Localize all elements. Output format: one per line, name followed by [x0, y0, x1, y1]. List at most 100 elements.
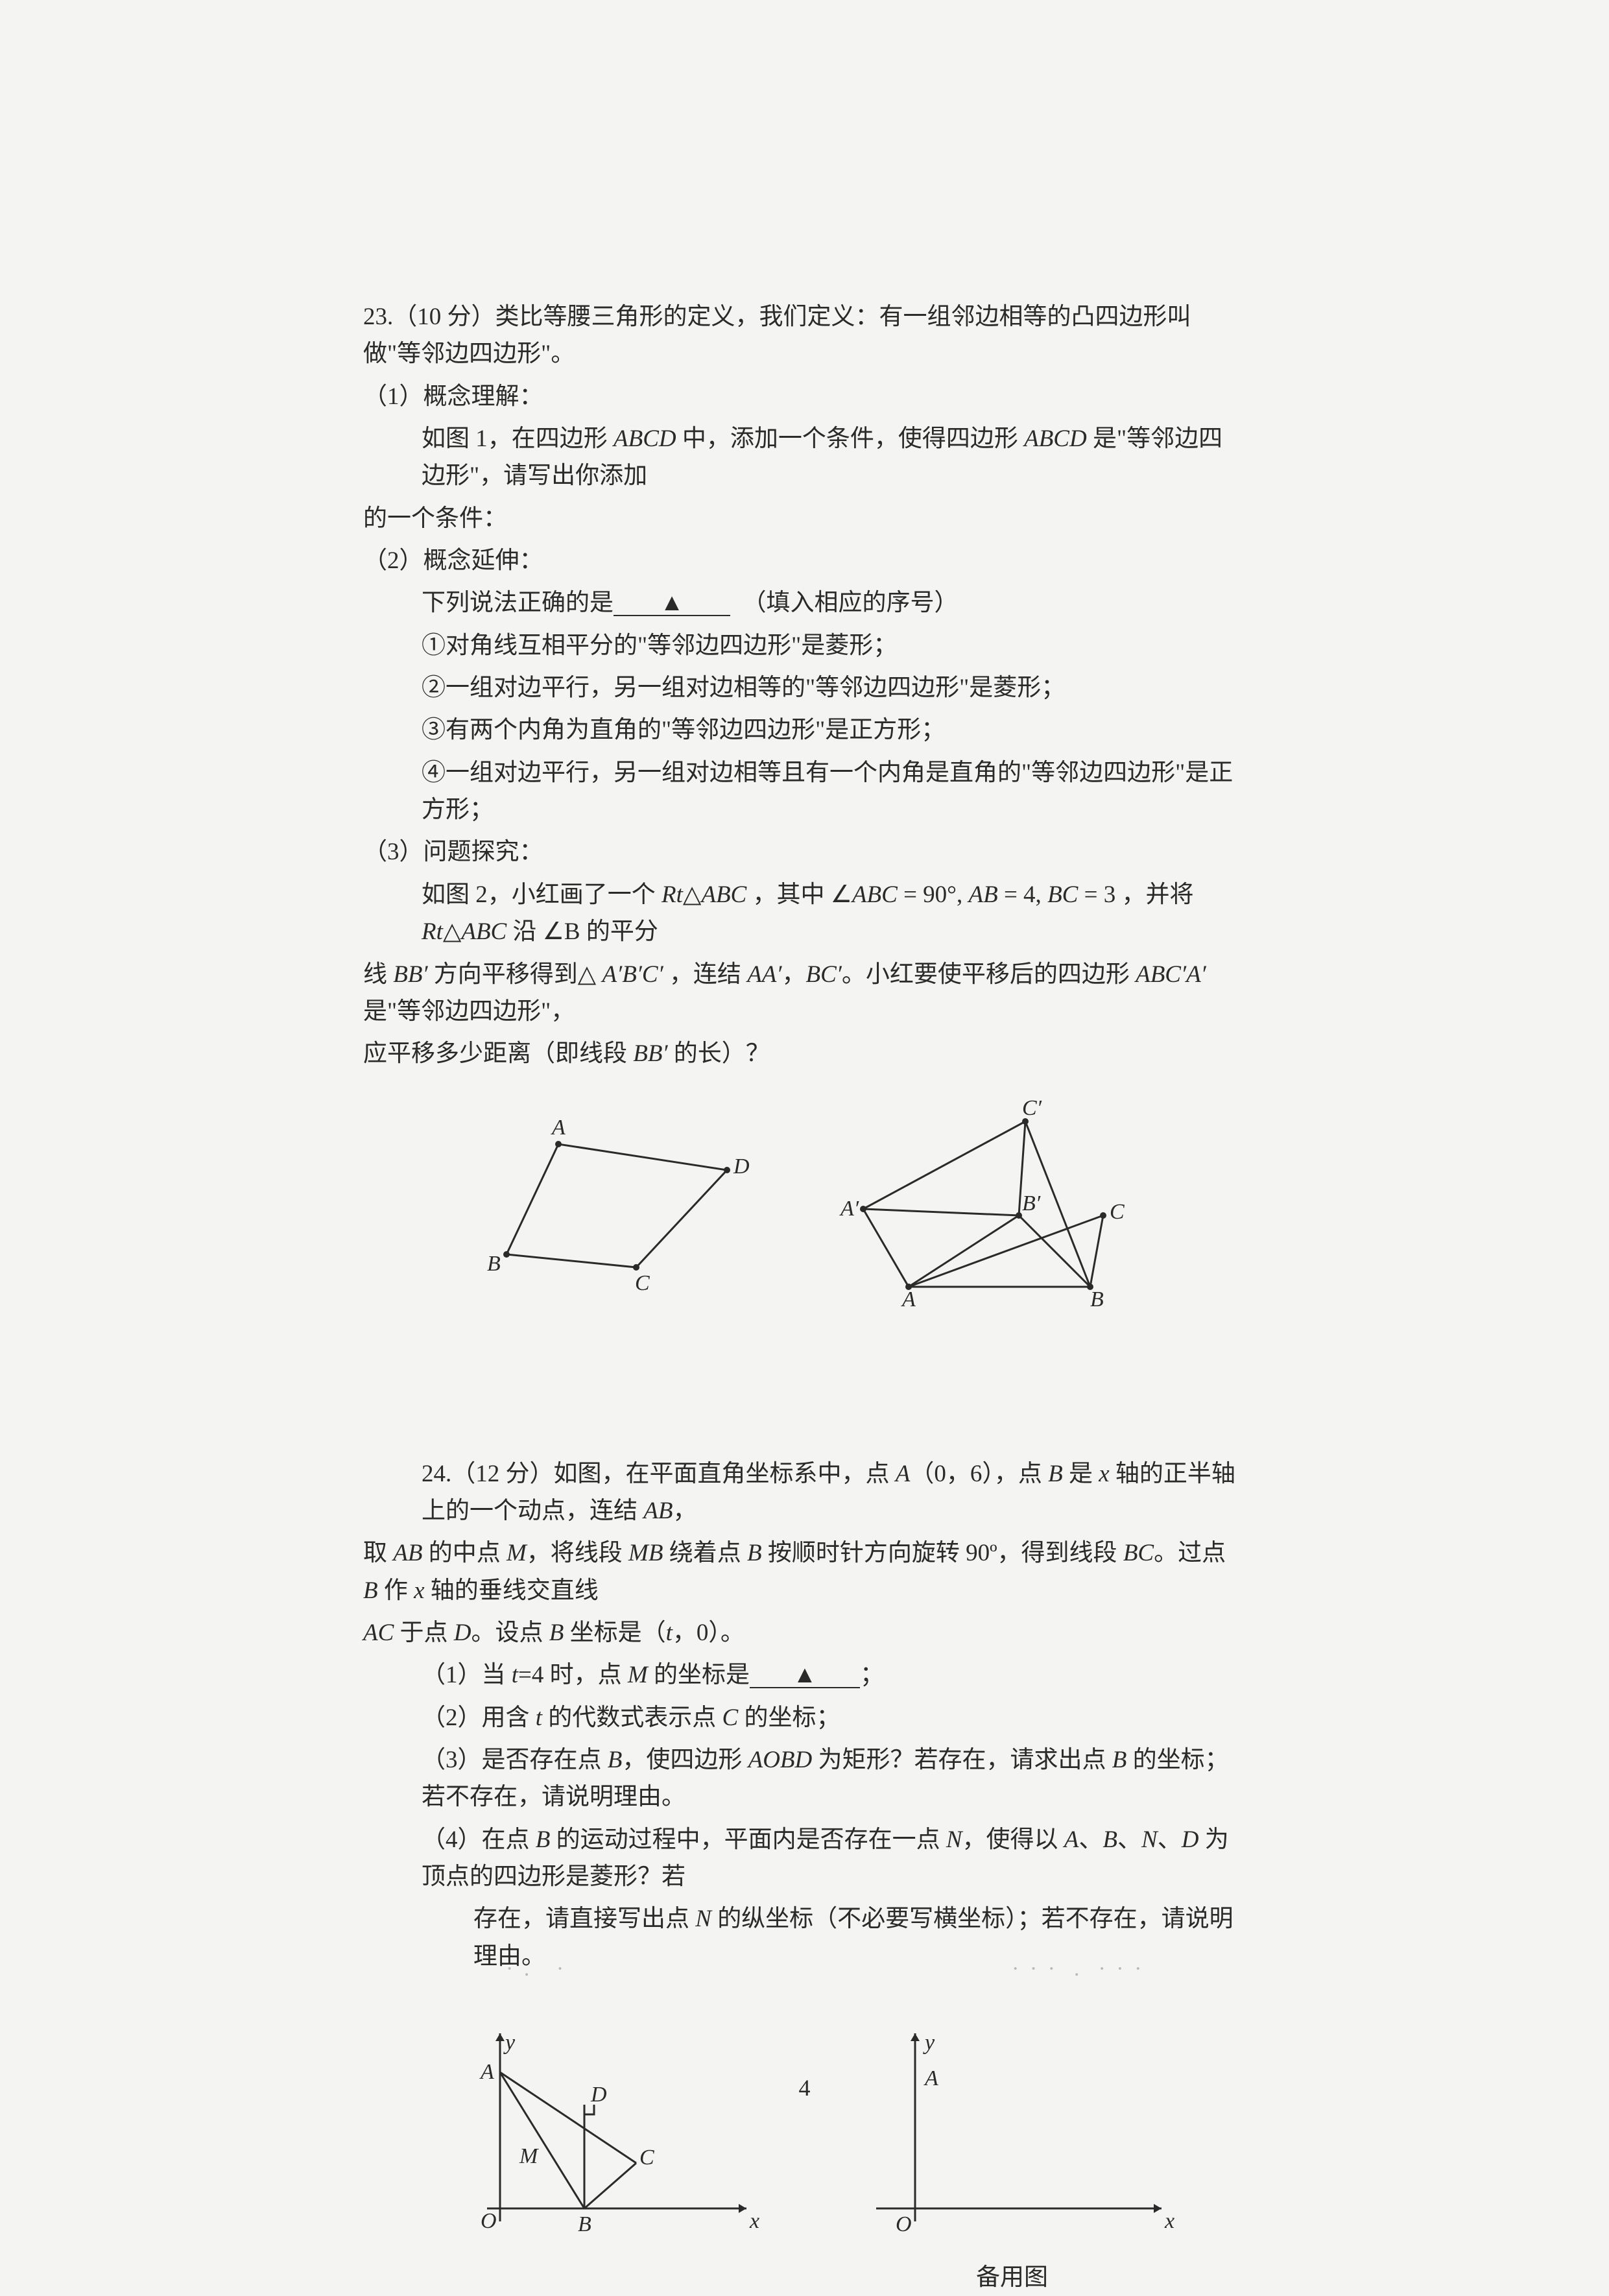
aa: AA′	[747, 961, 781, 988]
scan-noise: · · · . · · ·	[1012, 1952, 1144, 1987]
tt2: t	[512, 1662, 518, 1688]
abcd2: ABCD	[1024, 425, 1087, 452]
q23-points: （10 分）	[393, 304, 495, 330]
q23-p2-label: （2）概念延伸：	[363, 542, 1246, 579]
t: ，使四边形	[622, 1747, 748, 1773]
B2: B	[747, 1540, 762, 1566]
t: 如图，在平面直角坐标系中，点	[554, 1461, 896, 1487]
AOBD: AOBD	[748, 1747, 813, 1773]
q24-line3: AC 于点 D。设点 B 坐标是（t，0）。	[363, 1614, 1246, 1651]
B5: B	[608, 1747, 623, 1773]
q23-s2: ②一组对边平行，另一组对边相等的"等邻边四边形"是菱形；	[363, 669, 1246, 706]
lbl-B: B	[487, 1252, 501, 1276]
q23-heading: 23.（10 分）类比等腰三角形的定义，我们定义：有一组邻边相等的凸四边形叫做"…	[363, 298, 1246, 373]
bb2: BB′	[633, 1040, 667, 1067]
q23-p2-lead: 下列说法正确的是▲ （填入相应的序号）	[363, 584, 1246, 621]
A: A	[896, 1461, 911, 1487]
abca: ABC′A′	[1136, 961, 1206, 988]
abcd: ABCD	[614, 425, 676, 452]
t: 的代数式表示点	[542, 1704, 722, 1731]
D: D	[454, 1620, 471, 1646]
abc2: ABC	[852, 881, 898, 908]
t: 的坐标是	[648, 1662, 750, 1688]
B: B	[1048, 1461, 1063, 1487]
q23-fig2: A B C A′ B′ C′	[831, 1099, 1129, 1306]
lbl-x: x	[749, 2209, 759, 2233]
t: （4）在点	[422, 1826, 536, 1853]
spare-caption: 备用图	[844, 2259, 1181, 2296]
tri: △	[578, 961, 596, 988]
t: ；	[860, 1662, 884, 1688]
d3: 、	[1158, 1826, 1182, 1853]
t: 坐标是（	[564, 1620, 665, 1646]
t: ，使得以	[962, 1826, 1064, 1853]
t: 的坐标；	[738, 1704, 840, 1731]
t: 取	[363, 1540, 393, 1566]
q23-s3: ③有两个内角为直角的"等邻边四边形"是正方形；	[363, 712, 1246, 748]
lbl-Cp: C′	[1022, 1099, 1042, 1120]
e: = 3 ，并将	[1078, 881, 1193, 908]
t: 轴的垂线交直线	[425, 1577, 599, 1604]
abc: ABC	[701, 881, 746, 908]
marker: ▲	[660, 590, 684, 616]
q24-q4a: （4）在点 B 的运动过程中，平面内是否存在一点 N，使得以 A、B、N、D 为…	[363, 1821, 1246, 1896]
lbl-O: O	[481, 2209, 497, 2233]
t: 如图 1，在四边形	[422, 425, 614, 452]
lbl-Ap: A′	[839, 1197, 859, 1221]
t: 。过点	[1154, 1540, 1226, 1566]
t: ，将线段	[527, 1540, 628, 1566]
rt: Rt	[661, 881, 683, 908]
c: ，	[781, 961, 805, 988]
q23-p1-line1: 如图 1，在四边形 ABCD 中，添加一个条件，使得四边形 ABCD 是"等邻边…	[363, 420, 1246, 495]
tri2: △	[443, 918, 461, 945]
blank: ▲	[750, 1663, 860, 1688]
lbl-C: C	[635, 1271, 650, 1293]
lbl-M: M	[519, 2144, 539, 2168]
lbl-A: A	[551, 1116, 566, 1140]
a06: （0，6）	[910, 1461, 994, 1487]
t: ，	[673, 1498, 697, 1524]
N: N	[946, 1826, 962, 1853]
t: 存在，请直接写出点	[473, 1906, 695, 1932]
A2: A	[1064, 1826, 1079, 1853]
t: 。小红要使平移后的四边形	[842, 961, 1136, 988]
MB: MB	[628, 1540, 663, 1566]
M: M	[507, 1540, 527, 1566]
t: ，点	[994, 1461, 1048, 1487]
q23-figures: A B C D	[363, 1099, 1246, 1306]
lbl-y: y	[923, 2031, 935, 2055]
tri: △	[683, 881, 701, 908]
lbl-C: C	[639, 2146, 654, 2170]
blank: ▲	[614, 591, 730, 616]
q23-p1-label: （1）概念理解：	[363, 378, 1246, 415]
lbl-B: B	[578, 2212, 591, 2236]
q23-fig1: A B C D	[481, 1099, 753, 1306]
t: 下列说法正确的是	[422, 590, 614, 616]
t: 的中点	[422, 1540, 507, 1566]
q24-number: 24.	[422, 1461, 451, 1487]
C: C	[722, 1704, 739, 1731]
AC: AC	[363, 1620, 394, 1646]
t: 的长）？	[668, 1040, 770, 1067]
abc3: ABC	[461, 918, 507, 945]
t: =4 时，点	[518, 1662, 628, 1688]
bc: BC	[1047, 881, 1078, 908]
B7: B	[536, 1826, 551, 1853]
e: = 4,	[998, 881, 1047, 908]
tt3: t	[536, 1704, 542, 1731]
lbl-B: B	[1090, 1287, 1104, 1306]
lbl-D: D	[733, 1154, 750, 1178]
lbl-x: x	[1164, 2209, 1174, 2233]
t: 的平分	[580, 918, 658, 945]
N3: N	[695, 1906, 711, 1932]
t: 。设点	[471, 1620, 549, 1646]
q23-p1-line2: 的一个条件：	[363, 500, 1246, 537]
page-number: 4	[0, 2070, 1609, 2107]
x2: x	[414, 1577, 424, 1604]
q24-fig-spare: y A O x 备用图	[844, 2014, 1181, 2296]
t: 如图 2，小红画了一个	[422, 881, 661, 908]
t: 是"等邻边四边形"，	[363, 998, 575, 1025]
BC: BC	[1123, 1540, 1154, 1566]
ab: AB	[968, 881, 997, 908]
abc2: A′B′C′	[596, 961, 669, 988]
